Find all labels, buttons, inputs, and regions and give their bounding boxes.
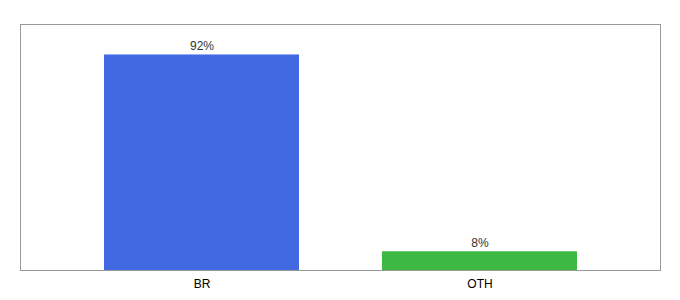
svg-text:BR: BR (194, 277, 211, 291)
svg-text:8%: 8% (471, 236, 489, 250)
svg-text:92%: 92% (190, 39, 214, 53)
svg-text:OTH: OTH (467, 277, 492, 291)
